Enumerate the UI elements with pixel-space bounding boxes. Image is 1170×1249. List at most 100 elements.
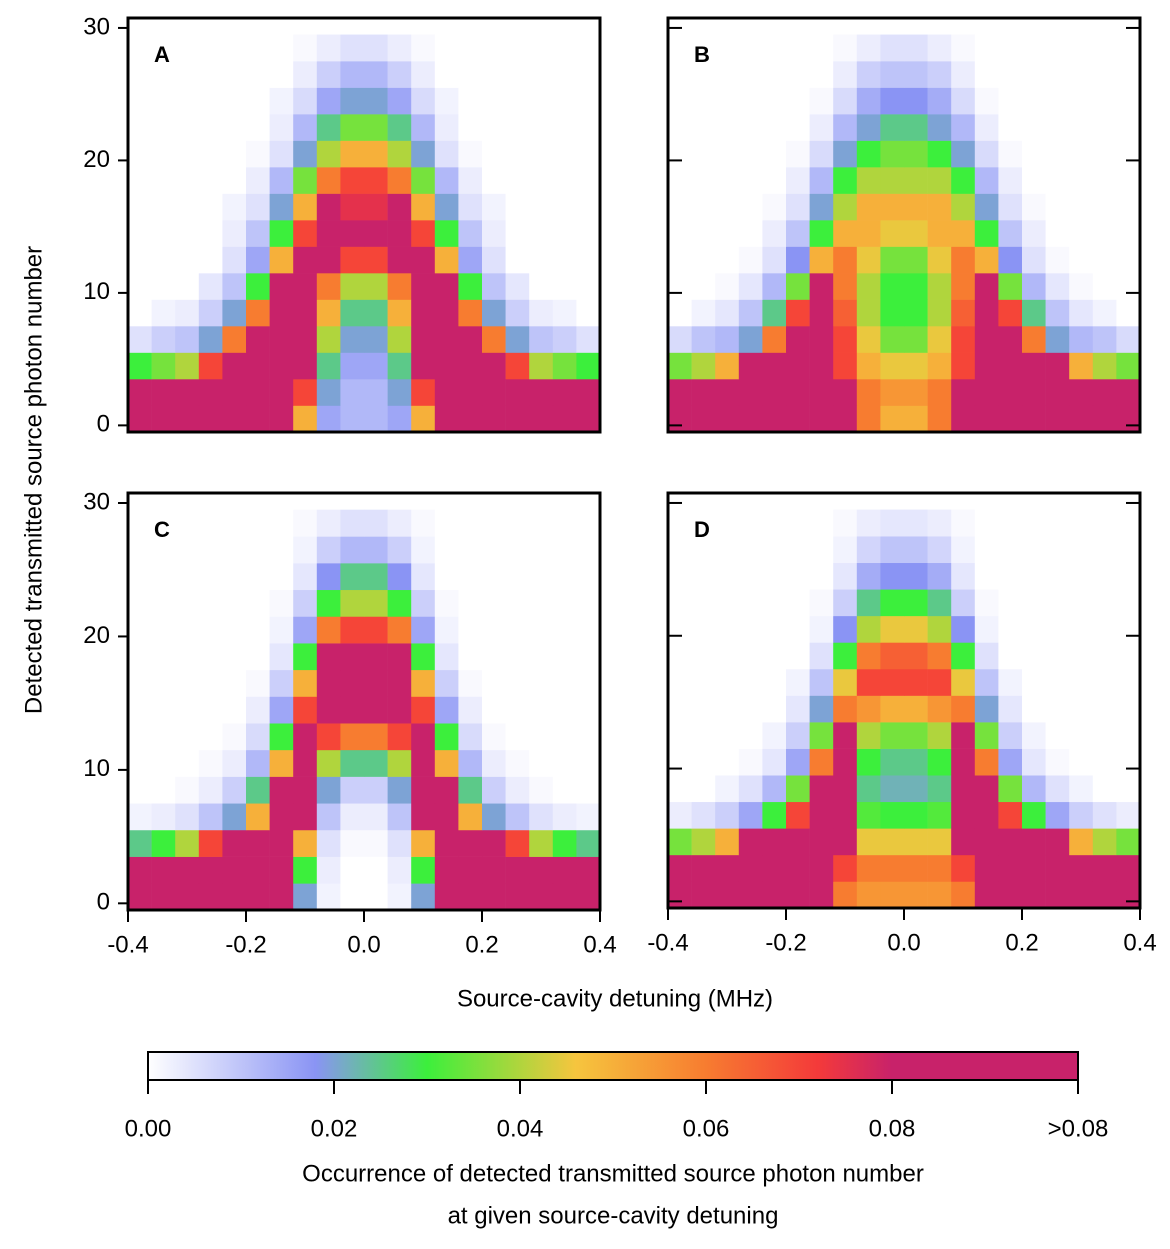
heatmap-cell <box>786 246 810 274</box>
y-tick-label: 30 <box>83 488 110 515</box>
heatmap-cell <box>576 803 601 831</box>
heatmap-cell <box>786 34 810 62</box>
heatmap-cell <box>833 405 858 433</box>
heatmap-cell <box>222 803 247 831</box>
heatmap-cell <box>222 379 247 406</box>
heatmap-cell <box>998 801 1023 829</box>
heatmap-cell <box>833 881 858 909</box>
heatmap-cell <box>951 854 976 882</box>
heatmap-cell <box>175 140 200 168</box>
heatmap-cell <box>269 405 294 433</box>
heatmap-cell <box>576 379 601 406</box>
heatmap-cell <box>387 856 412 884</box>
heatmap-cell <box>529 167 554 194</box>
heatmap-cell <box>269 723 294 751</box>
heatmap-cell <box>387 589 412 617</box>
heatmap-cell <box>293 803 318 831</box>
heatmap-cell <box>222 749 247 777</box>
heatmap-cell <box>505 114 530 141</box>
heatmap-cell <box>387 379 412 406</box>
heatmap-cell <box>222 536 247 564</box>
heatmap-cell <box>529 616 554 644</box>
heatmap-cell <box>974 34 999 62</box>
heatmap-cell <box>340 140 365 168</box>
heatmap-cell <box>316 273 341 300</box>
heatmap-cell <box>1092 246 1117 274</box>
heatmap-cell <box>856 114 881 141</box>
heatmap-cell <box>715 61 740 88</box>
heatmap-cell <box>505 749 530 777</box>
heatmap-cell <box>458 803 483 831</box>
heatmap-cell <box>880 748 905 776</box>
heatmap-cell <box>505 246 530 274</box>
heatmap-cell <box>316 34 341 62</box>
heatmap-cell <box>552 61 577 88</box>
heatmap-cell <box>198 352 223 380</box>
heatmap-cell <box>364 167 388 194</box>
heatmap-cell <box>505 856 530 884</box>
heatmap-cell <box>691 854 716 882</box>
heatmap-cell <box>411 829 436 857</box>
heatmap-cell <box>505 352 530 380</box>
heatmap-cell <box>880 273 905 300</box>
heatmap-cell <box>175 563 200 591</box>
heatmap-cell <box>786 167 810 194</box>
heatmap-cell <box>668 801 692 829</box>
heatmap-cell <box>364 34 388 62</box>
heatmap-cell <box>880 246 905 274</box>
heatmap-cell <box>738 801 763 829</box>
heatmap-cell <box>576 536 601 564</box>
heatmap-cell <box>340 749 365 777</box>
heatmap-cell <box>576 405 601 433</box>
heatmap-cell <box>833 589 858 617</box>
heatmap-cell <box>293 776 318 804</box>
heatmap-cell <box>974 379 999 406</box>
heatmap-cell <box>364 696 388 724</box>
heatmap-cell <box>434 536 459 564</box>
heatmap-cell <box>128 220 152 247</box>
heatmap-cell <box>340 643 365 671</box>
heatmap-cell <box>316 803 341 831</box>
heatmap-cell <box>951 114 976 141</box>
heatmap-cell <box>552 114 577 141</box>
heatmap-cell <box>715 326 740 353</box>
heatmap-cell <box>411 193 436 221</box>
heatmap-cell <box>668 589 692 617</box>
heatmap-cell <box>293 509 318 537</box>
heatmap-cell <box>340 34 365 62</box>
heatmap-cell <box>1045 509 1070 537</box>
heatmap-cell <box>927 326 952 353</box>
heatmap-cell <box>1069 61 1094 88</box>
heatmap-cell <box>691 34 716 62</box>
heatmap-cell <box>505 405 530 433</box>
heatmap-cell <box>833 642 858 670</box>
heatmap-cell <box>175 220 200 247</box>
heatmap-cell <box>1116 828 1141 856</box>
heatmap-cell <box>576 883 601 911</box>
heatmap-cell <box>316 379 341 406</box>
heatmap-cell <box>434 87 459 115</box>
heatmap-cell <box>904 379 928 406</box>
heatmap-cell <box>904 775 928 803</box>
heatmap-cell <box>340 87 365 115</box>
heatmap-cell <box>691 352 716 380</box>
heatmap-cell <box>175 405 200 433</box>
heatmap-cell <box>951 87 976 115</box>
heatmap-cell <box>576 643 601 671</box>
heatmap-cell <box>1092 352 1117 380</box>
heatmap-cell <box>998 193 1023 221</box>
heatmap-cell <box>293 299 318 327</box>
heatmap-cell <box>1022 695 1046 723</box>
heatmap-cell <box>246 829 270 857</box>
heatmap-cell <box>833 167 858 194</box>
y-tick-label: 10 <box>83 755 110 782</box>
heatmap-cell <box>1092 167 1117 194</box>
heatmap-cell <box>668 246 692 274</box>
heatmap-cell <box>1069 668 1094 696</box>
heatmap-cell <box>715 246 740 274</box>
heatmap-cell <box>552 563 577 591</box>
heatmap-cell <box>809 801 834 829</box>
heatmap-cell <box>856 615 881 643</box>
heatmap-cell <box>246 352 270 380</box>
heatmap-cell <box>151 87 176 115</box>
